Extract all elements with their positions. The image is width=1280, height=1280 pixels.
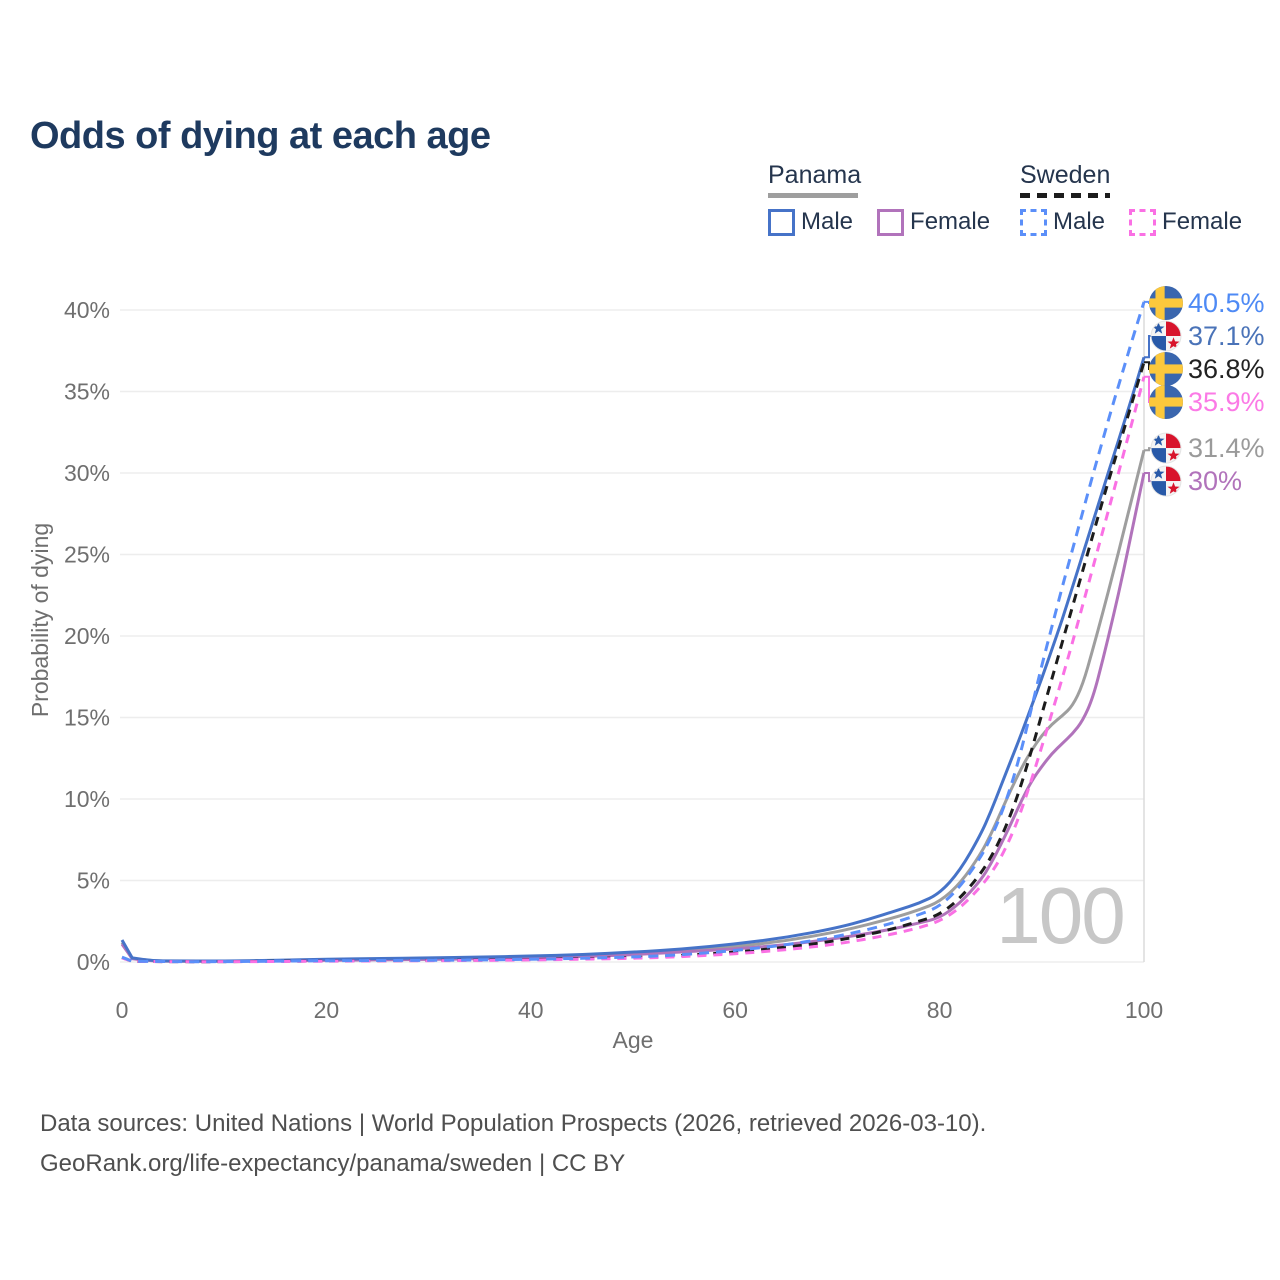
legend-label: Female: [1162, 208, 1243, 235]
y-tick-label: 15%: [64, 705, 110, 731]
legend-label: Male: [801, 208, 854, 235]
end-value-label: 30%: [1188, 466, 1242, 496]
end-value-label: 31.4%: [1188, 433, 1265, 463]
hover-age-watermark: 100: [996, 871, 1123, 960]
series-sweden-male-line[interactable]: [121, 301, 1146, 964]
legend-item-panama-female[interactable]: Female: [877, 208, 990, 236]
x-tick-label: 0: [116, 997, 129, 1023]
end-value-label: 40.5%: [1188, 288, 1265, 318]
end-label-connector: [1144, 335, 1152, 359]
x-tick-label: 40: [518, 997, 544, 1023]
legend-label: Male: [1053, 208, 1106, 235]
x-axis-title: Age: [613, 1027, 654, 1053]
legend-header-sweden: Sweden: [1020, 161, 1111, 189]
y-tick-label: 30%: [64, 460, 110, 486]
y-tick-label: 40%: [64, 297, 110, 323]
line-chart[interactable]: 0% 5% 10% 15% 20% 25% 30% 35% 40% 0 20 40 60 80 100 Age…: [0, 0, 1280, 1090]
y-axis-title: Probability of dying: [27, 523, 53, 717]
series-panama-male-line[interactable]: [120, 356, 1146, 963]
end-value-label: 37.1%: [1188, 321, 1265, 351]
sweden-flag-icon: [1149, 385, 1183, 419]
legend-items-panama: Male Female: [768, 208, 990, 236]
y-tick-label: 5%: [77, 868, 110, 894]
y-tick-label: 20%: [64, 623, 110, 649]
y-tick-label: 25%: [64, 542, 110, 568]
legend-item-sweden-female[interactable]: Female: [1129, 208, 1242, 236]
legend-item-sweden-male[interactable]: Male: [1020, 208, 1105, 236]
series-sweden-female-line[interactable]: [121, 376, 1146, 964]
end-value-label: 35.9%: [1188, 387, 1265, 417]
x-tick-label: 60: [722, 997, 748, 1023]
legend-label: Female: [910, 208, 991, 235]
data-sources-text: Data sources: United Nations | World Pop…: [40, 1110, 987, 1137]
legend-group-panama: Panama Male Female: [768, 161, 990, 236]
sweden-flag-icon: [1149, 286, 1183, 320]
panama-male-swatch-icon: [768, 208, 795, 236]
panama-female-swatch-icon: [877, 208, 905, 236]
sweden-line-swatch: [1020, 193, 1110, 198]
legend-group-sweden: Sweden Male Female: [1020, 161, 1242, 236]
x-tick-label: 80: [927, 997, 953, 1023]
legend-item-panama-male[interactable]: Male: [768, 208, 853, 236]
y-tick-label: 35%: [64, 379, 110, 405]
sweden-flag-icon: [1149, 352, 1183, 386]
sweden-male-swatch-icon: [1020, 208, 1047, 236]
series-panama-all-line[interactable]: [120, 449, 1146, 963]
end-value-label: 36.8%: [1188, 354, 1265, 384]
sweden-female-swatch-icon: [1129, 208, 1157, 236]
panama-line-swatch: [768, 193, 858, 198]
x-tick-label: 100: [1125, 997, 1163, 1023]
legend-header-panama: Panama: [768, 161, 862, 189]
series-sweden-all-line[interactable]: [121, 361, 1146, 964]
y-tick-label: 0%: [77, 949, 110, 975]
legend-items-sweden: Male Female: [1020, 208, 1242, 236]
y-tick-label: 10%: [64, 786, 110, 812]
x-tick-label: 20: [314, 997, 340, 1023]
page-title: Odds of dying at each age: [30, 115, 491, 158]
attribution-link-text[interactable]: GeoRank.org/life-expectancy/panama/swede…: [40, 1150, 626, 1177]
source-footer: Data sources: United Nations | World Pop…: [40, 1104, 986, 1184]
